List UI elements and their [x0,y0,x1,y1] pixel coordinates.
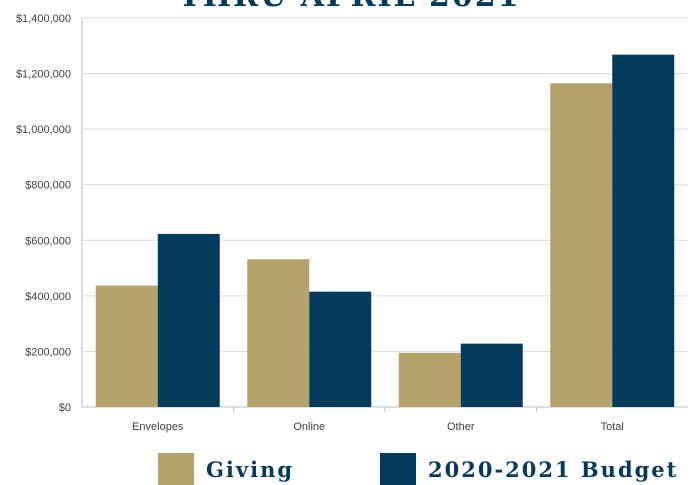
y-tick-label: $600,000 [25,235,71,247]
bar-budget-total [612,54,675,407]
bar-giving-other [398,352,461,407]
legend-label-giving: Giving [206,457,295,482]
x-tick-label: Online [293,421,325,433]
bar-budget-envelopes [157,233,220,407]
x-tick-label: Other [447,421,475,433]
legend-label-budget: 2020-2021 Budget [428,457,679,482]
x-tick-label: Total [601,421,624,433]
y-tick-label: $1,400,000 [16,13,71,25]
y-tick-label: $800,000 [25,180,71,192]
bar-giving-online [247,259,310,407]
bar-budget-other [460,343,523,407]
legend-swatch-giving [158,453,194,485]
x-tick-label: Envelopes [132,421,184,433]
chart-title: THRU APRIL 2021 [0,0,699,14]
y-tick-label: $0 [59,402,71,414]
bar-giving-total [550,83,613,408]
legend-swatch-budget [380,453,416,485]
y-tick-label: $1,000,000 [16,124,71,136]
bar-budget-online [309,291,372,407]
y-tick-label: $400,000 [25,291,71,303]
bar-giving-envelopes [95,285,158,407]
chart-plot: $0 $200,000 $400,000 $600,000 $800,000 $1,000… [16,13,688,433]
y-tick-label: $200,000 [25,346,71,358]
y-tick-label: $1,200,000 [16,69,71,81]
legend: Giving 2020-2021 Budget [0,453,699,485]
